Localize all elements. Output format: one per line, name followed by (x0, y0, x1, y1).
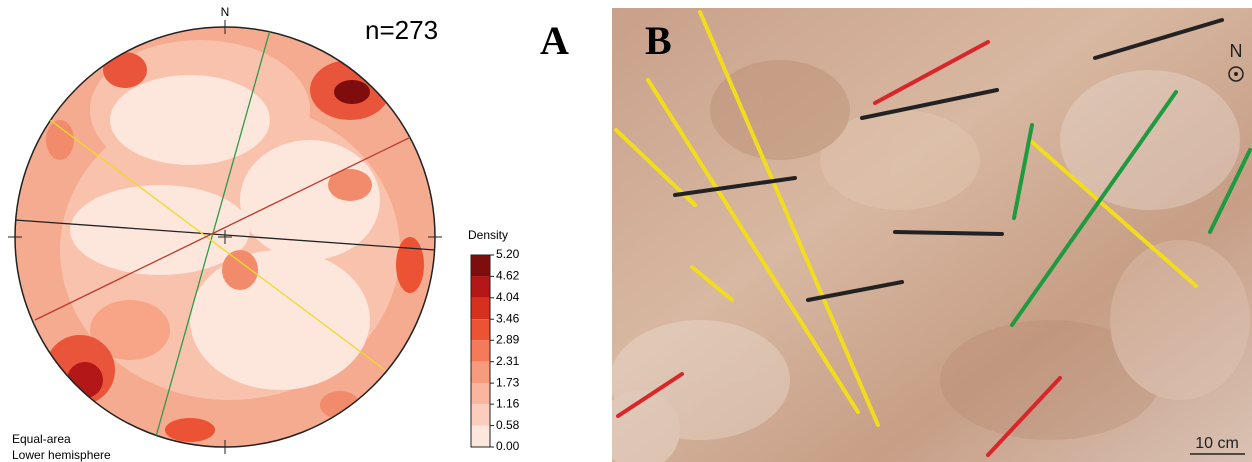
sample-count: n=273 (365, 15, 438, 45)
colorbar-band (471, 298, 490, 319)
legend-title: Density (468, 228, 508, 242)
colorbar-tick-label: 1.16 (496, 396, 520, 410)
figure: N n=273 A Density 5.20 4.62 4.04 3.46 2.89 2.… (0, 0, 1252, 462)
hemisphere-note: Lower hemisphere (12, 448, 111, 462)
stereonet: N n=273 A Density 5.20 4.62 4.04 3.46 2.89 2.… (8, 5, 569, 462)
colorbar-tick-label: 4.62 (496, 269, 520, 283)
outcrop-photo: B N 10 cm (600, 8, 1252, 462)
colorbar-tick-label: 2.89 (496, 332, 520, 346)
colorbar-tick-label: 5.20 (496, 247, 520, 261)
colorbar-tick-label: 1.73 (496, 375, 520, 389)
north-label: N (221, 5, 230, 19)
scale-label: 10 cm (1195, 435, 1239, 452)
page: {"panel_a": {"label": "A", "north": "N",… (0, 0, 1252, 462)
colorbar-band (471, 319, 490, 340)
colorbar-band (471, 276, 490, 297)
north-label: N (1230, 41, 1243, 61)
colorbar-tick-label: 3.46 (496, 311, 520, 325)
north-dot (1234, 72, 1238, 76)
colorbar-tick-label: 0.00 (496, 439, 520, 453)
colorbar-band (471, 426, 490, 447)
colorbar: 5.20 4.62 4.04 3.46 2.89 2.31 1.73 1.16 0.58 0.00 (471, 247, 520, 453)
colorbar-band (471, 362, 490, 383)
panel-label: B (645, 18, 672, 63)
colorbar-tick-label: 2.31 (496, 354, 520, 368)
panel-label: A (540, 18, 569, 63)
colorbar-tick-label: 4.04 (496, 290, 520, 304)
colorbar-band (471, 340, 490, 361)
colorbar-band (471, 383, 490, 404)
colorbar-band (471, 404, 490, 425)
projection-note: Equal-area (12, 432, 71, 446)
colorbar-tick-label: 0.58 (496, 418, 520, 432)
colorbar-band (471, 255, 490, 276)
